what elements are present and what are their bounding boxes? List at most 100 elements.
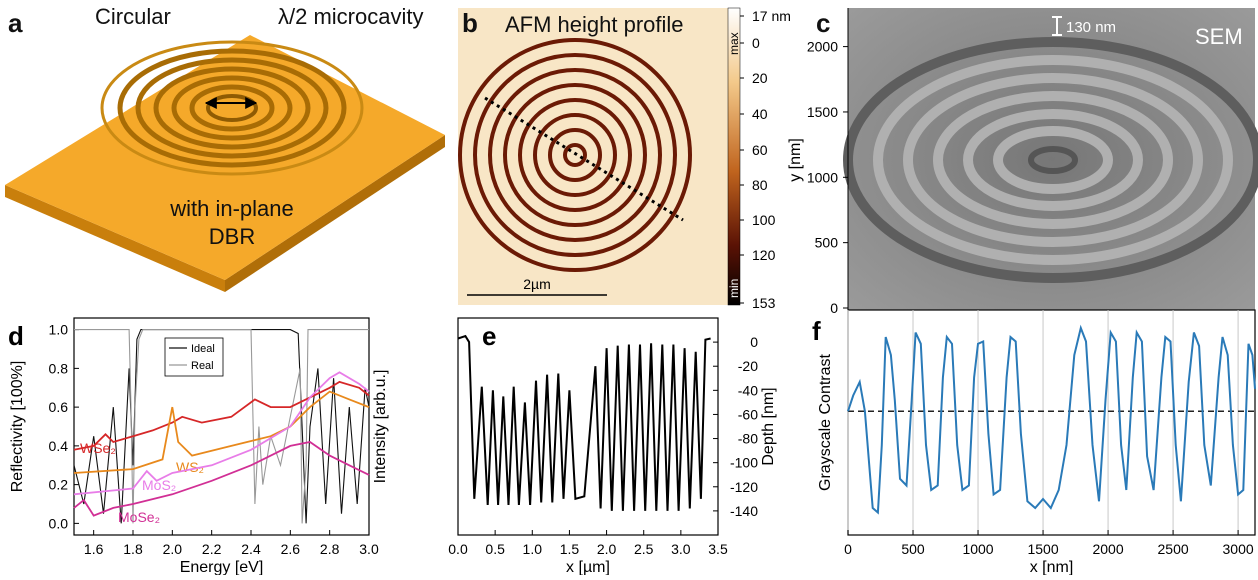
x-axis-label: x [µm]: [566, 559, 610, 575]
legend-label: Ideal: [191, 343, 215, 355]
x-tick-label: 3000: [1223, 541, 1254, 557]
chart: 0.0 0.5 1.0 1.5 2.0 2.5 3.0 3.5 0 -20 -40 -60 -80 -10…: [448, 317, 777, 576]
x-tick-label: 2.0: [597, 541, 617, 557]
y-tick-label: 1.0: [49, 322, 69, 338]
y-tick-label: -40: [738, 382, 758, 398]
legend-box: [164, 337, 224, 377]
x-tick-label: 1.6: [84, 541, 104, 557]
data-line: [73, 371, 370, 496]
x-tick-label: 1.5: [560, 541, 580, 557]
x-tick-label: 0.5: [485, 541, 505, 557]
series-label: WSe₂: [80, 440, 116, 456]
data-line: [73, 441, 370, 517]
scale-bar-label: 2µm: [523, 276, 551, 292]
caption: Circular: [95, 4, 171, 29]
x-tick-label: 0.0: [448, 541, 468, 557]
colorbar-label: 20: [752, 70, 768, 86]
data-line: [847, 324, 1256, 515]
x-tick-label: 2.6: [281, 541, 301, 557]
y-tick-label: 0.6: [49, 399, 69, 415]
chart: 1.6 1.8 2.0 2.2 2.4 2.6 2.8 3.0 0.0 0.2 0.4 0.6 0.8 1…: [8, 317, 389, 576]
colorbar-ticks: 17 nm 0 20 40 60 80 100 120 153: [740, 8, 791, 311]
panel-letter: c: [816, 8, 830, 38]
y-tick-label: 0: [750, 334, 758, 350]
series-label: MoS₂: [142, 477, 176, 493]
colorbar-label: 60: [752, 142, 768, 158]
data-line: [73, 390, 370, 474]
x-axis-label: Energy [eV]: [180, 559, 264, 575]
x-tick-label: 1500: [1027, 541, 1058, 557]
caption: with in-plane: [169, 196, 294, 221]
x-tick-label: 2.2: [202, 541, 222, 557]
colorbar-label: 120: [752, 247, 776, 263]
sem-image: [843, 8, 1258, 310]
panel-letter: a: [8, 8, 23, 38]
x-tick-label: 3.5: [708, 541, 728, 557]
y-tick-label: -60: [738, 406, 758, 422]
cavity-render: [5, 35, 445, 292]
colorbar-max: max: [727, 32, 741, 55]
panel-letter: b: [462, 8, 478, 38]
panel-letter: f: [812, 316, 821, 346]
x-tick-label: 2.0: [163, 541, 183, 557]
caption: DBR: [209, 224, 255, 249]
y-tick-label: -120: [730, 479, 758, 495]
y-tick-label: 0.0: [49, 515, 69, 531]
x-tick-label: 500: [901, 541, 925, 557]
annotation: 130 nm: [1066, 19, 1116, 36]
y-tick-label: 2000: [807, 39, 838, 55]
y2-axis-label: Intensity [arb.u.]: [372, 370, 389, 484]
plot-frame: [847, 309, 1256, 536]
y-tick-label: 0: [830, 300, 838, 316]
colorbar-label: 0: [752, 35, 760, 51]
legend-label: Real: [191, 360, 214, 372]
x-tick-label: 1.8: [123, 541, 143, 557]
y-axis-label: Depth [nm]: [760, 387, 777, 465]
series-label: MoSe₂: [118, 509, 160, 525]
image-tag: SEM: [1195, 24, 1243, 49]
y-axis-label: Grayscale Contrast: [817, 353, 834, 490]
y-tick-label: 1000: [807, 169, 838, 185]
data-line: [457, 334, 711, 511]
y-tick-label: 0.4: [49, 438, 69, 454]
x-tick-label: 2.5: [634, 541, 654, 557]
x-tick-label: 2500: [1158, 541, 1189, 557]
data-line: [73, 329, 370, 524]
x-tick-label: 1.0: [523, 541, 543, 557]
colorbar-label: 153: [752, 295, 776, 311]
colorbar-min: min: [727, 279, 741, 298]
colorbar-label: 80: [752, 177, 768, 193]
x-tick-label: 0: [844, 541, 852, 557]
y-tick-label: 0.2: [49, 477, 69, 493]
y-tick-label: 1500: [807, 104, 838, 120]
panel-letter: d: [8, 321, 24, 351]
colorbar-label: 17 nm: [752, 8, 791, 24]
y-tick-label: -100: [730, 455, 758, 471]
y-tick-label: -140: [730, 503, 758, 519]
colorbar-label: 100: [752, 212, 776, 228]
y-ticks: 2000 1500 1000 500 0: [807, 39, 848, 316]
panel-title: AFM height profile: [505, 12, 684, 37]
colorbar-label: 40: [752, 106, 768, 122]
data-line: [73, 380, 370, 451]
caption: λ/2 microcavity: [278, 4, 423, 29]
y-tick-label: -20: [738, 358, 758, 374]
x-tick-label: 3.0: [671, 541, 691, 557]
y-axis-label: Reflectivity [100%]: [9, 361, 26, 493]
x-tick-label: 2000: [1092, 541, 1123, 557]
chart: 0 500 1000 1500 2000 2500 3000 f x [nm] Grayscale…: [812, 309, 1256, 576]
x-tick-label: 2.4: [241, 541, 261, 557]
y-axis-label: y [nm]: [787, 138, 804, 182]
x-axis-label: x [nm]: [1030, 559, 1074, 575]
plot-frame: [457, 317, 719, 536]
plot-frame: [73, 317, 370, 536]
x-tick-label: 3.0: [359, 541, 379, 557]
x-tick-label: 2.8: [320, 541, 340, 557]
afm-image: [458, 7, 741, 306]
y-tick-label: 0.8: [49, 360, 69, 376]
x-tick-label: 1000: [962, 541, 993, 557]
y-tick-label: -80: [738, 431, 758, 447]
panel-letter: e: [482, 321, 496, 351]
y-tick-label: 500: [815, 235, 839, 251]
